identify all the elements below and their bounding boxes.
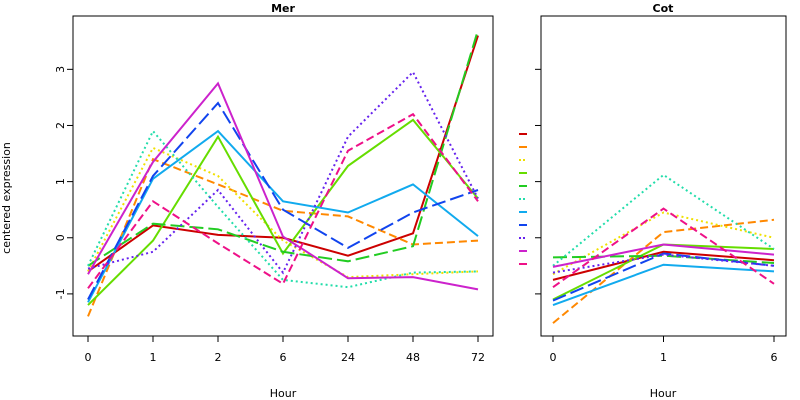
plot-area-mer: -1 0 1 2 3 0 1 2 6 24 48 72 [54,15,494,364]
x-tick-label: 0 [85,351,92,364]
series-line-11 [552,207,775,289]
panel-cot: Cot Hour 0 1 6 [535,2,787,400]
series-line-3 [87,146,479,279]
series-line-7 [87,129,479,303]
y-axis-label: centered expression [0,142,13,254]
series-line-9 [552,253,775,274]
x-tick-label: 48 [406,351,420,364]
x-axis-label-mer: Hour [270,387,297,400]
series-line-6 [552,173,775,267]
x-tick-label: 1 [660,351,667,364]
panel-title-mer: Mer [271,2,295,15]
series-line-5 [87,29,479,267]
panel-title-cot: Cot [653,2,674,15]
series-line-10 [87,81,479,291]
series-line-11 [87,112,479,289]
series-line-5 [552,254,775,264]
legend [519,133,527,265]
series-line-4 [87,118,479,306]
x-tick-label: 6 [280,351,287,364]
plot-area-cot: 0 1 6 [535,15,787,364]
x-tick-label: 0 [550,351,557,364]
x-tick-label: 2 [215,351,222,364]
plot-frame [72,15,494,337]
series-line-1 [87,35,479,273]
y-tick-label: -1 [54,288,67,299]
y-tick-label: 0 [54,234,67,241]
series-line-1 [552,250,775,281]
x-tick-label: 24 [341,351,355,364]
y-tick-label: 1 [54,178,67,185]
x-tick-label: 6 [771,351,778,364]
panel-mer: Mer Hour -1 0 1 2 3 0 1 2 6 24 48 72 [54,2,494,400]
series-line-9 [87,70,479,275]
x-tick-label: 1 [150,351,157,364]
y-tick-label: 2 [54,122,67,129]
x-tick-label: 72 [471,351,485,364]
y-tick-label: 3 [54,66,67,73]
series-line-10 [552,243,775,268]
series-line-3 [552,211,775,276]
series-line-8 [87,101,479,300]
series-line-7 [552,263,775,307]
x-axis-label-cot: Hour [650,387,677,400]
